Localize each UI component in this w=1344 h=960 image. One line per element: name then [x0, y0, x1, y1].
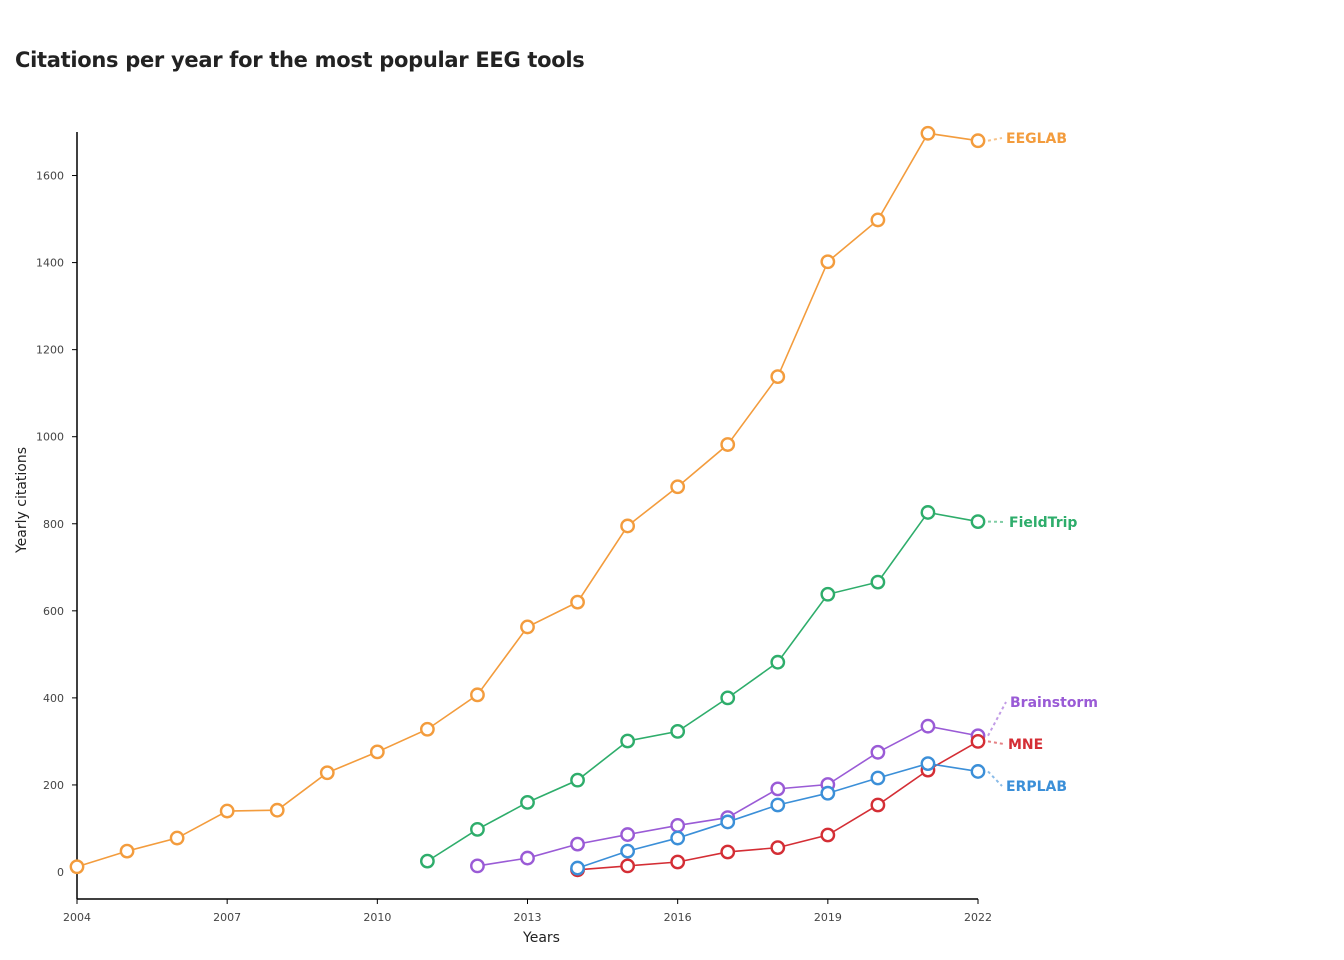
x-tick-label: 2007: [213, 911, 241, 924]
data-point-mne: [720, 844, 736, 860]
y-tick-label: 0: [57, 866, 64, 879]
data-point-erplab: [570, 860, 585, 876]
data-point-eeglab: [119, 843, 135, 859]
data-point-brainstorm: [470, 858, 485, 874]
y-tick-label: 600: [43, 605, 64, 618]
data-point-brainstorm: [870, 744, 886, 760]
data-point-fieldtrip: [620, 733, 636, 749]
series-erplab: [570, 756, 986, 876]
y-tick-label: 1200: [36, 344, 64, 357]
data-point-eeglab: [670, 479, 686, 495]
data-point-erplab: [970, 764, 986, 779]
data-point-erplab: [720, 814, 736, 830]
label-connector-erplab: [987, 770, 1003, 787]
data-point-mne: [970, 734, 986, 749]
data-point-fieldtrip: [770, 654, 786, 670]
data-point-fieldtrip: [870, 574, 886, 590]
data-point-fieldtrip: [419, 853, 435, 869]
data-point-eeglab: [419, 721, 435, 737]
data-point-brainstorm: [670, 818, 686, 833]
data-point-eeglab: [920, 125, 936, 141]
y-tick-label: 1600: [36, 170, 64, 183]
data-point-eeglab: [820, 254, 836, 270]
data-point-brainstorm: [920, 718, 936, 734]
x-tick-label: 2016: [664, 911, 692, 924]
data-point-eeglab: [169, 830, 185, 846]
series-fieldtrip: [419, 505, 986, 869]
series-layer: [69, 125, 986, 878]
data-point-mne: [620, 858, 636, 874]
data-point-mne: [870, 797, 886, 813]
series-eeglab: [69, 125, 986, 875]
data-point-fieldtrip: [920, 505, 936, 520]
data-point-brainstorm: [770, 781, 786, 797]
data-point-fieldtrip: [720, 690, 736, 706]
data-point-eeglab: [69, 859, 85, 875]
y-tick-label: 200: [43, 779, 64, 792]
data-point-mne: [820, 827, 836, 843]
label-connector-eeglab: [987, 137, 1003, 142]
x-tick-label: 2013: [514, 911, 542, 924]
series-line-eeglab: [76, 132, 979, 868]
data-point-eeglab: [269, 802, 285, 818]
data-point-eeglab: [520, 619, 535, 635]
data-point-erplab: [920, 756, 936, 772]
data-point-eeglab: [570, 594, 585, 610]
data-point-eeglab: [620, 518, 636, 534]
data-point-erplab: [820, 785, 836, 801]
x-axis-title: Years: [522, 930, 560, 946]
series-labels: EEGLAB FieldTrip Brainstorm MNE ERPLAB: [987, 131, 1098, 795]
y-axis-title: Yearly citations: [14, 447, 30, 554]
data-point-eeglab: [770, 369, 786, 385]
series-label-erplab: ERPLAB: [1006, 779, 1067, 795]
x-tick-label: 2010: [363, 911, 391, 924]
series-label-fieldtrip: FieldTrip: [1009, 515, 1077, 531]
data-point-erplab: [620, 843, 636, 859]
series-label-eeglab: EEGLAB: [1006, 131, 1067, 147]
label-connector-brainstorm: [987, 701, 1007, 737]
data-point-fieldtrip: [570, 772, 585, 788]
data-point-eeglab: [219, 803, 235, 819]
data-point-brainstorm: [520, 850, 535, 866]
x-tick-label: 2004: [63, 911, 91, 924]
y-tick-label: 1400: [36, 257, 64, 270]
series-line-fieldtrip: [426, 511, 979, 862]
data-point-eeglab: [970, 133, 986, 149]
data-point-fieldtrip: [670, 724, 686, 739]
data-point-eeglab: [870, 212, 886, 228]
data-point-fieldtrip: [470, 821, 485, 837]
y-tick-label: 1000: [36, 431, 64, 444]
data-point-fieldtrip: [520, 794, 535, 810]
data-point-eeglab: [470, 687, 485, 703]
series-label-mne: MNE: [1008, 737, 1043, 753]
data-point-brainstorm: [570, 836, 585, 852]
data-point-erplab: [870, 770, 886, 786]
data-point-fieldtrip: [820, 586, 836, 602]
data-point-erplab: [670, 830, 686, 846]
data-point-brainstorm: [620, 827, 636, 842]
series-label-brainstorm: Brainstorm: [1010, 695, 1098, 711]
axes: 0 200 400 600 800 1000 1200 1400 1600 2004 2007 201…: [36, 132, 992, 924]
chart-title: Citations per year for the most popular …: [15, 48, 585, 72]
x-tick-label: 2019: [814, 911, 842, 924]
label-connector-mne: [987, 740, 1005, 745]
y-tick-label: 400: [43, 692, 64, 705]
x-tick-label: 2022: [964, 911, 992, 924]
data-point-fieldtrip: [970, 514, 986, 529]
data-point-mne: [670, 854, 686, 870]
data-point-eeglab: [369, 744, 385, 760]
data-point-eeglab: [319, 765, 335, 781]
y-tick-label: 800: [43, 518, 64, 531]
data-point-eeglab: [720, 437, 736, 452]
data-point-mne: [770, 840, 786, 856]
data-point-erplab: [770, 797, 786, 813]
